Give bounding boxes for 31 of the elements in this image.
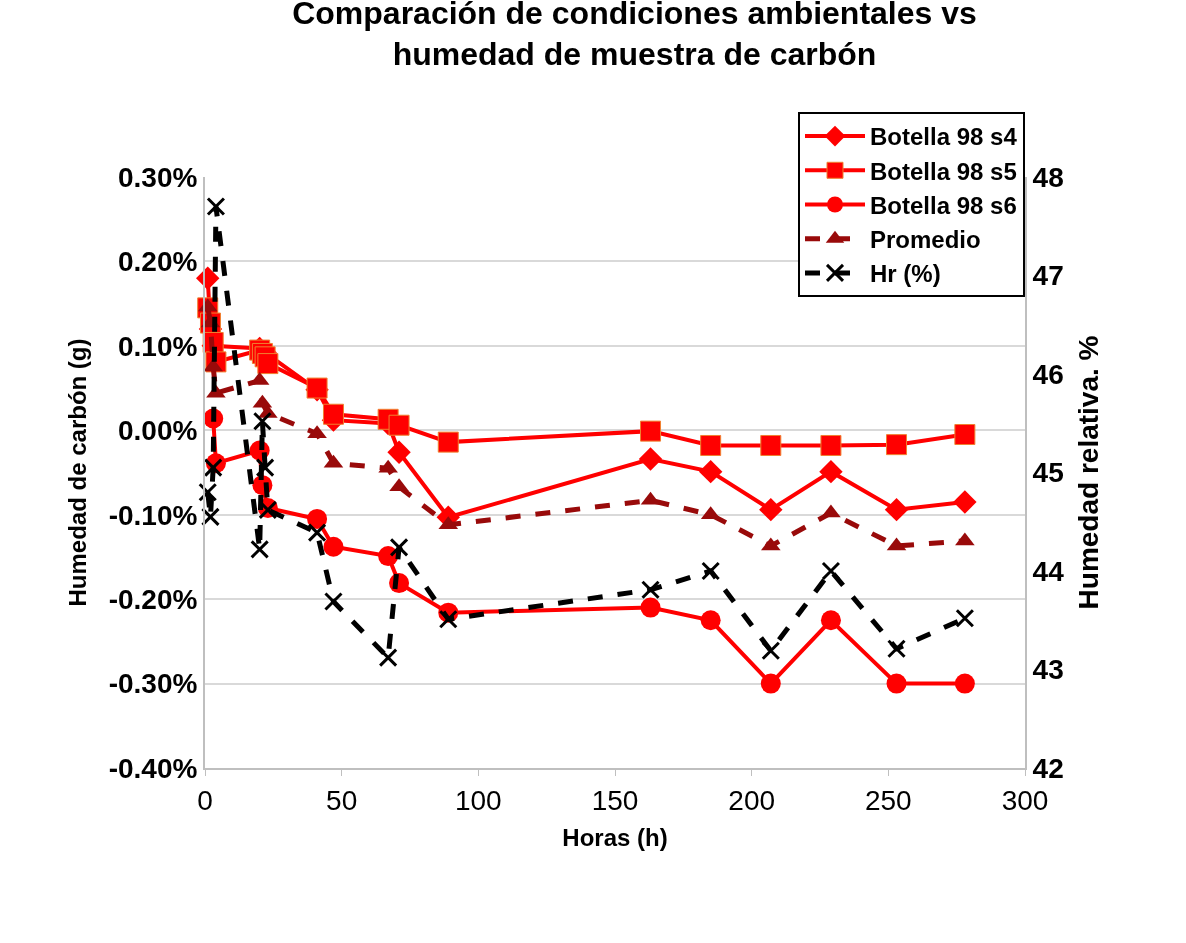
y2-tick-label: 48 <box>1032 161 1064 193</box>
chart-title: Comparación de condiciones ambientales vs humedad de muestra de carbón <box>292 0 977 73</box>
y2-tick-label: 44 <box>1032 555 1065 587</box>
y2-tick-label: 46 <box>1032 358 1064 390</box>
legend-label: Botella 98 s5 <box>870 157 1017 185</box>
y-tick-label: 0.10% <box>117 330 198 362</box>
x-tick-label: 200 <box>728 784 776 816</box>
x-tick-label: 100 <box>454 784 502 816</box>
y-tick-label: 0.30% <box>117 161 198 193</box>
x-tick-label: 250 <box>864 784 912 816</box>
y2-tick-label: 47 <box>1032 260 1064 292</box>
y-axis-title: Humedad de carbón (g) <box>64 338 92 607</box>
y-tick-label: -0.10% <box>108 499 198 531</box>
y-tick-label: -0.20% <box>108 583 198 615</box>
legend-label: Botella 98 s6 <box>870 191 1017 219</box>
y-tick-label: -0.40% <box>108 752 198 784</box>
y2-tick-label: 42 <box>1032 752 1064 784</box>
y-tick-label: 0.20% <box>117 246 198 278</box>
x-tick-label: 300 <box>1001 784 1049 816</box>
y2-axis-title: Humedad relativa. % <box>1072 335 1104 610</box>
y2-tick-label: 45 <box>1032 457 1064 489</box>
legend-label: Promedio <box>870 226 981 254</box>
y-tick-label: 0.00% <box>117 415 198 447</box>
x-tick-label: 150 <box>591 784 639 816</box>
y2-tick-label: 43 <box>1032 654 1064 686</box>
y-tick-label: -0.30% <box>108 668 198 700</box>
legend-label: Botella 98 s4 <box>870 123 1018 151</box>
legend-label: Hr (%) <box>870 260 941 288</box>
x-tick-label: 0 <box>197 784 213 816</box>
x-axis-title: Horas (h) <box>562 824 668 852</box>
x-tick-label: 50 <box>326 784 358 816</box>
